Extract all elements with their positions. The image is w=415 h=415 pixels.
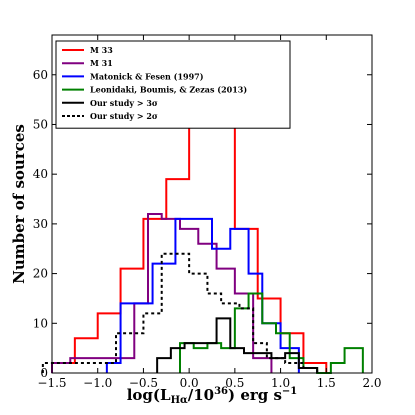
axis-ticks: −1.5 −1.0 −0.5 0.0 0.5 1.0 1.5 2.0 0 10 20 30 40 50 60 xyxy=(33,35,382,390)
x-tick-label: 0.5 xyxy=(225,376,244,390)
y-tick-label: 0 xyxy=(40,366,48,380)
series-layer xyxy=(41,48,364,374)
legend-label: M 31 xyxy=(90,58,113,68)
legend-label: Leonidaki, Boumis, & Zezas (2013) xyxy=(90,85,247,95)
y-tick-label: 50 xyxy=(33,117,48,131)
series-step-2 xyxy=(51,212,273,373)
y-tick-label: 30 xyxy=(33,217,48,231)
x-tick-label: −0.5 xyxy=(129,376,158,390)
x-axis-label: log(LHα/1036) erg s−1 xyxy=(127,386,298,406)
x-tick-label: 1.5 xyxy=(317,376,336,390)
y-tick-label: 60 xyxy=(33,68,48,82)
plot-frame xyxy=(51,34,373,374)
series-step-6 xyxy=(41,252,319,373)
legend-label: Matonick & Fesen (1997) xyxy=(90,71,204,81)
x-tick-label: 1.0 xyxy=(271,376,290,390)
y-tick-label: 40 xyxy=(33,167,48,181)
x-tick-label: −1.0 xyxy=(83,376,112,390)
legend-box xyxy=(55,40,291,129)
y-axis-label: Number of sources xyxy=(10,124,28,284)
series-step-4 xyxy=(179,292,364,374)
y-tick-label: 20 xyxy=(33,267,48,281)
x-tick-label: 2.0 xyxy=(362,376,381,390)
legend: M 33 M 31 Matonick & Fesen (1997) Leonidaki… xyxy=(55,40,291,129)
y-tick-label: 10 xyxy=(33,316,48,330)
series-step-3 xyxy=(105,217,300,373)
legend-label: M 33 xyxy=(90,45,113,55)
legend-label: Our study > 3σ xyxy=(90,98,158,108)
legend-label: Our study > 2σ xyxy=(90,111,158,121)
x-tick-label: 0.0 xyxy=(180,376,199,390)
series-step-5 xyxy=(156,317,319,373)
x-tick-label: −1.5 xyxy=(37,376,66,390)
